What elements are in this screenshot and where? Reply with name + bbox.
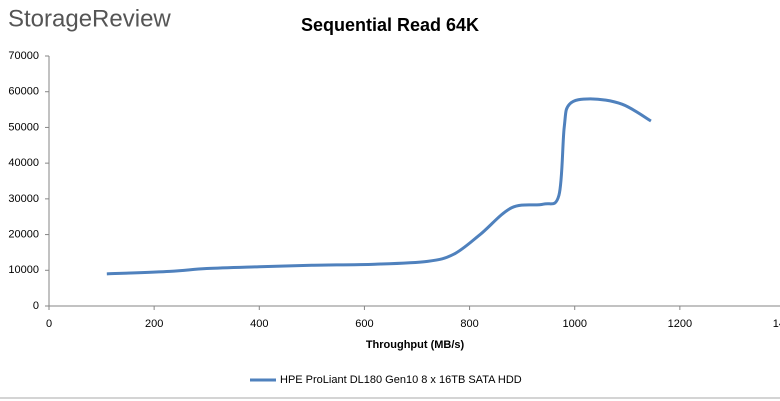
x-tick-label: 0 (46, 318, 52, 330)
chart-title: Sequential Read 64K (301, 15, 479, 35)
x-tick-label: 200 (145, 318, 163, 330)
y-tick-label: 20000 (8, 228, 39, 240)
y-tick-label: 50000 (8, 121, 39, 133)
y-tick-label: 60000 (8, 86, 39, 98)
y-tick-label: 30000 (8, 193, 39, 205)
y-tick-label: 70000 (8, 50, 39, 62)
legend-label: HPE ProLiant DL180 Gen10 8 x 16TB SATA H… (280, 374, 522, 386)
x-tick-label: 1400 (773, 318, 780, 330)
x-tick-label: 600 (355, 318, 373, 330)
y-tick-label: 40000 (8, 157, 39, 169)
brand-logo: StorageReview (8, 5, 171, 32)
series-line (106, 97, 652, 276)
x-tick-label: 800 (460, 318, 478, 330)
y-tick-label: 0 (33, 300, 39, 312)
x-axis-label: Throughput (MB/s) (366, 339, 465, 351)
x-tick-label: 1000 (562, 318, 586, 330)
y-tick-label: 10000 (8, 264, 39, 276)
x-tick-label: 1200 (668, 318, 692, 330)
x-tick-label: 400 (250, 318, 268, 330)
